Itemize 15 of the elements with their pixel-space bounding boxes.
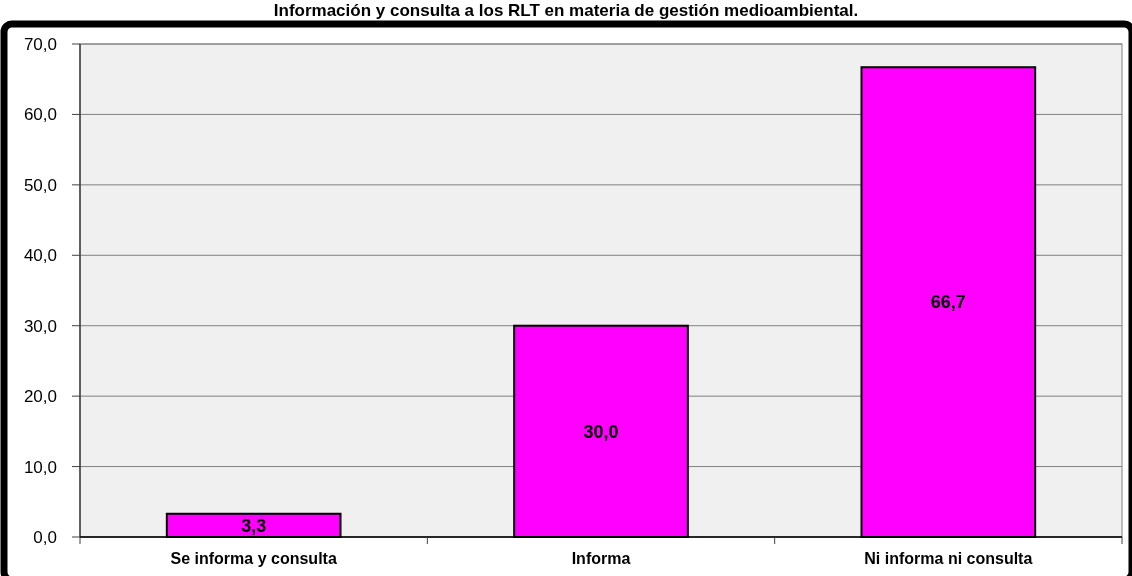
x-tick-label: Se informa y consulta bbox=[170, 550, 337, 567]
y-tick-label: 20,0 bbox=[23, 387, 57, 407]
y-tick-label: 60,0 bbox=[23, 105, 57, 125]
x-tick-label: Ni informa ni consulta bbox=[864, 550, 1033, 567]
x-tick-label: Informa bbox=[571, 550, 631, 567]
y-tick-label: 40,0 bbox=[23, 246, 57, 266]
y-tick-label: 10,0 bbox=[23, 457, 57, 477]
y-tick-label: 0,0 bbox=[33, 527, 57, 547]
data-label: 66,7 bbox=[930, 292, 966, 313]
data-label: 3,3 bbox=[241, 515, 267, 536]
y-tick-label: 30,0 bbox=[23, 316, 57, 336]
data-label: 30,0 bbox=[583, 421, 619, 442]
y-tick-label: 70,0 bbox=[23, 34, 57, 54]
y-tick-label: 50,0 bbox=[23, 175, 57, 195]
chart-title: Información y consulta a los RLT en materia de gestión medioambiental. bbox=[273, 1, 859, 20]
